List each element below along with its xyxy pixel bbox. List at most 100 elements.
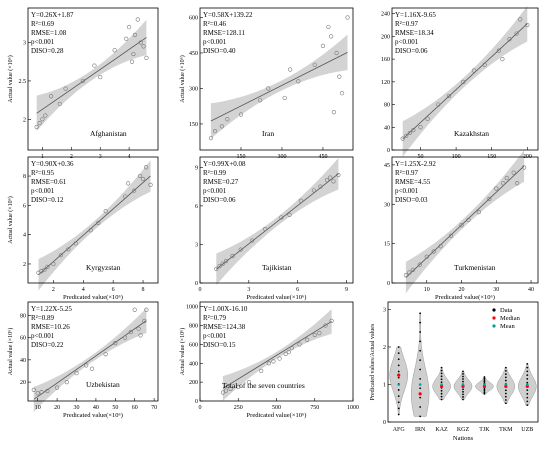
stats-line: DISO=0.28 [31,47,64,55]
data-point [400,136,405,141]
data-point [73,241,78,246]
violin-data-point [483,376,486,378]
data-point [217,264,222,269]
data-point [220,390,226,395]
country-label: Uzbekistan [86,380,120,389]
y-tick-label: 150 [189,122,198,128]
y-axis-label: Actual value (×10⁶) [7,328,14,375]
y-tick-label: 2.5 [19,79,27,85]
stats-line: R²=0.79 [203,314,226,322]
y-axis-label: Actual value (×10⁶) [179,55,186,102]
data-point [266,361,271,366]
violin-data-point [462,390,464,393]
violin-data-point [440,372,443,375]
data-point [58,253,63,258]
stats-line: RMSE=1.08 [31,29,67,37]
data-point [271,359,276,364]
violin-data-point [504,376,507,379]
data-point [74,371,79,376]
data-point [230,253,235,259]
data-point [131,51,136,57]
data-point [135,17,140,22]
category-label: UZB [521,427,533,433]
data-point [212,128,218,134]
median-marker [439,384,444,388]
stats-line: RMSE=0.27 [203,178,239,186]
data-point [438,244,443,249]
data-point [64,379,69,385]
data-point [45,264,50,269]
x-tick-label: 60 [132,405,138,411]
data-point [124,36,129,41]
x-tick-label: 10 [424,287,430,293]
stats-line: R²=0.95 [31,169,54,177]
category-label: AFG [393,427,406,433]
violin-data-point [526,400,529,403]
x-axis-label: Predicated value(×10⁶) [247,412,307,419]
violin-data-point [419,415,422,418]
fit-line [36,37,147,114]
country-label: Kyrgyzstan [86,263,121,272]
violin-data-point [397,376,400,379]
mean-marker [440,383,443,386]
violin-data-point [526,370,529,373]
x-tick-label: 3 [247,287,250,293]
data-point [331,110,336,115]
legend-marker [492,316,496,320]
data-point [132,32,137,37]
country-label: Kazakhstan [454,129,489,138]
violin-data-point [462,378,464,380]
data-point [220,261,225,266]
x-tick-label: 40 [93,405,99,411]
stats-line: Y=1.00X-16.10 [203,305,248,313]
y-tick-label: 800 [189,324,198,330]
data-point [143,165,149,170]
data-point [84,363,89,368]
data-point [31,387,36,392]
data-point [424,254,429,259]
data-point [103,352,108,357]
violin-data-point [440,378,443,381]
y-tick-label: 0 [387,148,390,154]
data-point [296,79,301,84]
violin-data-point [440,381,443,384]
stats-line: RMSE=10.26 [31,323,70,331]
violin-data-point [397,407,400,410]
legend-label: Data [500,307,512,314]
violin-data-point [504,395,507,398]
x-tick-label: 750 [310,405,319,411]
stats-line: RMSE=0.61 [31,178,67,186]
violin-data-point [419,396,422,399]
violin-data-point [504,379,507,382]
violin-data-point [462,396,464,398]
mean-marker [397,383,401,386]
data-point [236,384,241,389]
data-point [286,349,291,355]
plot-frame [199,156,354,284]
data-point [80,78,85,84]
violin-data-point [526,392,529,395]
violin-data-point [504,402,507,405]
data-point [55,385,60,390]
median-marker [504,384,508,388]
data-point [263,226,268,232]
violin-data-point [504,392,507,395]
stats-line: RMSE=4.55 [395,178,431,186]
y-tick-label: 40 [384,125,390,131]
stats-line: RMSE=18.34 [395,29,434,37]
data-point [259,368,264,373]
data-point [127,25,132,30]
data-point [258,98,263,103]
data-point [287,212,292,217]
stats-line: Y=0.99X+0.08 [203,160,246,168]
y-tick-label: 4 [23,233,26,239]
data-point [345,15,350,20]
x-axis-label: Predicated value(×10⁶) [435,294,495,301]
plot-frame [27,301,159,402]
data-point [39,390,44,395]
x-tick-label: 30 [74,405,80,411]
data-point [496,48,501,53]
x-tick-label: 6 [112,287,115,293]
violin-data-point [462,388,464,391]
data-point [35,391,40,396]
